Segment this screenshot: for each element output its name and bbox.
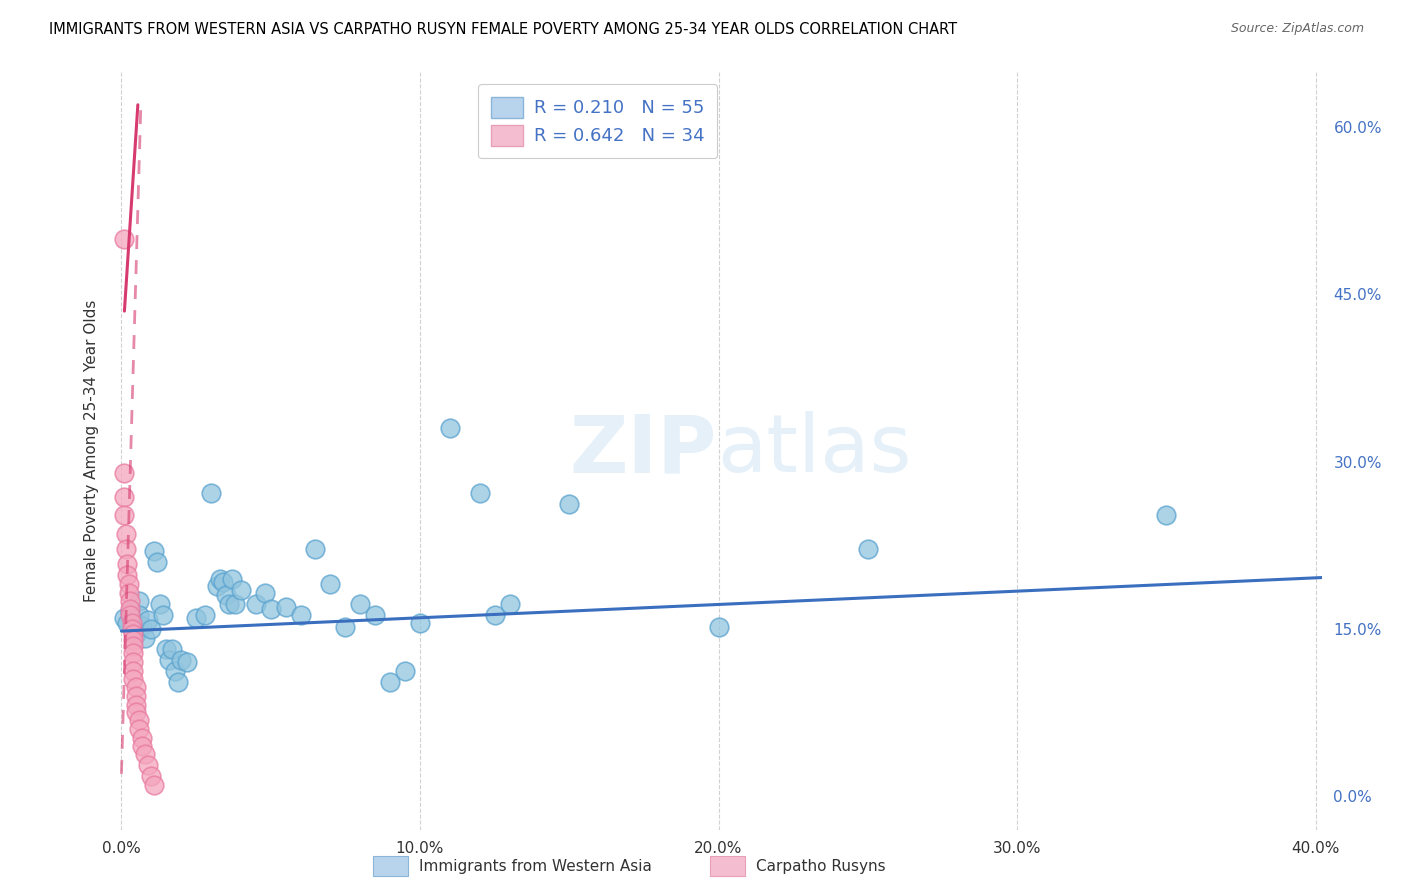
Point [707, 620, 730, 634]
Point [118, 586, 141, 600]
Text: Immigrants from Western Asia: Immigrants from Western Asia [419, 859, 652, 873]
Point [1156, 508, 1178, 523]
Point [125, 627, 148, 641]
Point [121, 616, 143, 631]
Point [212, 575, 235, 590]
Point [184, 611, 207, 625]
Point [120, 594, 142, 608]
Point [224, 598, 246, 612]
Point [134, 747, 156, 761]
Point [112, 508, 135, 523]
Text: Carpatho Rusyns: Carpatho Rusyns [756, 859, 886, 873]
Legend: R = 0.210   N = 55, R = 0.642   N = 34: R = 0.210 N = 55, R = 0.642 N = 34 [478, 84, 717, 159]
Point [141, 622, 163, 636]
Point [112, 232, 135, 246]
Point [221, 572, 243, 586]
Point [205, 580, 228, 594]
Point [498, 598, 520, 612]
Point [131, 731, 153, 746]
Point [160, 642, 183, 657]
Text: ZIP: ZIP [569, 411, 717, 490]
Point [274, 599, 297, 614]
Point [335, 620, 357, 634]
Point [200, 485, 222, 500]
Point [143, 778, 166, 792]
Point [128, 714, 150, 728]
Point [125, 620, 148, 634]
Point [468, 485, 491, 500]
Point [134, 631, 156, 645]
Text: Source: ZipAtlas.com: Source: ZipAtlas.com [1230, 22, 1364, 36]
Point [122, 664, 145, 679]
Point [856, 541, 879, 556]
Point [122, 627, 145, 641]
Point [122, 655, 145, 669]
Point [112, 491, 135, 505]
Point [208, 572, 231, 586]
Point [120, 605, 142, 619]
Point [304, 541, 326, 556]
Point [112, 611, 135, 625]
Point [125, 698, 148, 712]
Point [117, 616, 139, 631]
Point [122, 672, 145, 686]
Text: atlas: atlas [717, 411, 911, 490]
Point [176, 655, 198, 669]
Point [394, 664, 416, 679]
Point [136, 613, 159, 627]
Point [122, 613, 145, 627]
Point [229, 582, 252, 597]
Point [260, 602, 283, 616]
Point [215, 589, 238, 603]
Point [167, 675, 190, 690]
Point [125, 689, 148, 703]
Point [128, 608, 150, 623]
Y-axis label: Female Poverty Among 25-34 Year Olds: Female Poverty Among 25-34 Year Olds [83, 300, 98, 601]
Point [131, 739, 153, 753]
Point [131, 618, 153, 632]
Point [146, 555, 169, 569]
Point [152, 608, 174, 623]
Point [157, 653, 180, 667]
Point [112, 466, 135, 480]
Point [143, 544, 166, 558]
Point [245, 598, 267, 612]
Point [120, 608, 142, 623]
Point [149, 598, 172, 612]
Point [115, 541, 138, 556]
Point [141, 769, 163, 783]
Point [121, 622, 143, 636]
Point [253, 586, 276, 600]
Point [115, 527, 138, 541]
Point [165, 664, 187, 679]
Point [122, 639, 145, 653]
Point [117, 568, 139, 582]
Point [409, 616, 432, 631]
Point [117, 557, 139, 572]
Point [558, 497, 581, 511]
Point [136, 758, 159, 772]
Point [155, 642, 177, 657]
Point [170, 653, 193, 667]
Point [378, 675, 401, 690]
Point [218, 598, 240, 612]
Point [194, 608, 217, 623]
Point [128, 594, 150, 608]
Point [122, 633, 145, 648]
Point [319, 577, 342, 591]
Point [122, 646, 145, 660]
Point [484, 608, 506, 623]
Point [125, 706, 148, 720]
Point [125, 680, 148, 694]
Point [290, 608, 312, 623]
Point [439, 421, 461, 435]
Point [349, 598, 371, 612]
Text: IMMIGRANTS FROM WESTERN ASIA VS CARPATHO RUSYN FEMALE POVERTY AMONG 25-34 YEAR O: IMMIGRANTS FROM WESTERN ASIA VS CARPATHO… [49, 22, 957, 37]
Point [118, 577, 141, 591]
Point [364, 608, 387, 623]
Point [120, 602, 142, 616]
Point [128, 723, 150, 737]
